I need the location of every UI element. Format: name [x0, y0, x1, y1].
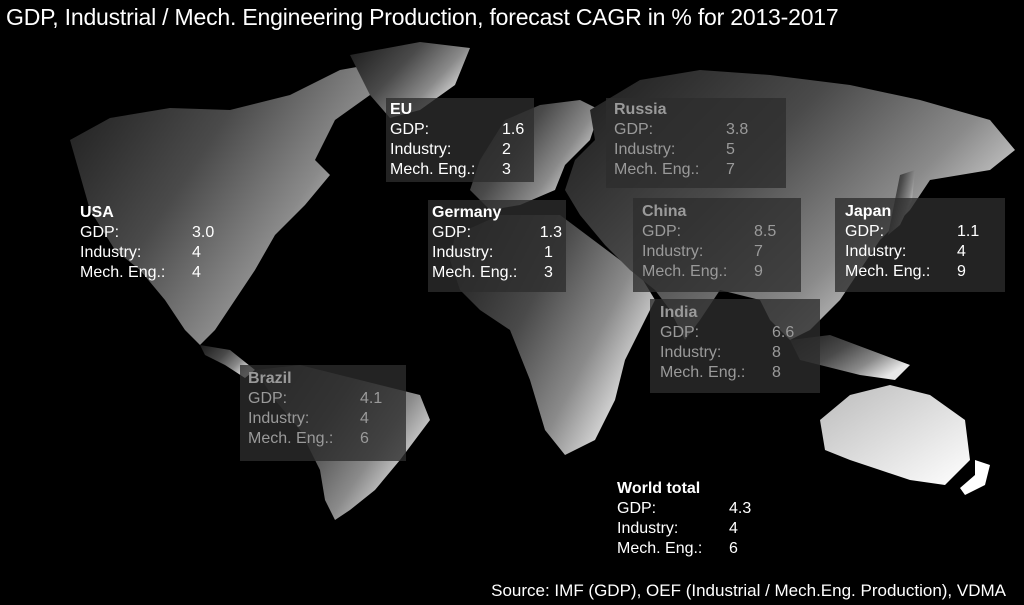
industry-value: 1	[544, 244, 553, 261]
mech-label: Mech. Eng.:	[432, 264, 518, 281]
gdp-label: GDP:	[614, 121, 654, 138]
mech-label: Mech. Eng.:	[660, 364, 746, 381]
mech-label: Mech. Eng.:	[617, 540, 703, 557]
gdp-value: 6.6	[772, 324, 795, 341]
mech-value: 3	[544, 264, 553, 281]
gdp-value: 3.8	[726, 121, 749, 138]
region-name: Japan	[845, 203, 892, 220]
gdp-label: GDP:	[80, 224, 120, 241]
region-brazil: Brazil GDP: 4.1 Industry: 4 Mech. Eng.: 6	[240, 365, 406, 461]
mech-label: Mech. Eng.:	[248, 430, 334, 447]
southeast-asia-shape	[790, 335, 910, 380]
region-china: China GDP: 8.5 Industry: 7 Mech. Eng.: 9	[633, 198, 801, 292]
mech-value: 3	[502, 161, 511, 178]
industry-label: Industry:	[80, 244, 142, 261]
mech-label: Mech. Eng.:	[642, 263, 728, 280]
australia-shape	[820, 385, 970, 485]
region-russia: Russia GDP: 3.8 Industry: 5 Mech. Eng.: 7	[606, 98, 786, 188]
mech-value: 7	[726, 161, 735, 178]
region-japan: Japan GDP: 1.1 Industry: 4 Mech. Eng.: 9	[835, 198, 1005, 292]
region-name: USA	[80, 204, 114, 221]
industry-label: Industry:	[845, 243, 907, 260]
region-usa: USA GDP: 3.0 Industry: 4 Mech. Eng.: 4	[80, 203, 240, 283]
region-name: EU	[390, 101, 413, 118]
mech-label: Mech. Eng.:	[614, 161, 700, 178]
industry-value: 2	[502, 141, 511, 158]
gdp-value: 4.1	[360, 390, 383, 407]
mech-label: Mech. Eng.:	[80, 264, 166, 281]
industry-value: 4	[360, 410, 369, 427]
region-name: World total	[617, 480, 701, 497]
gdp-value: 1.1	[957, 223, 980, 240]
industry-value: 4	[729, 520, 738, 537]
gdp-value: 4.3	[729, 500, 752, 517]
mech-label: Mech. Eng.:	[390, 161, 476, 178]
region-name: Russia	[614, 101, 667, 118]
new-zealand-shape	[960, 460, 990, 495]
gdp-label: GDP:	[617, 500, 657, 517]
region-name: Brazil	[248, 370, 292, 387]
industry-label: Industry:	[248, 410, 310, 427]
gdp-label: GDP:	[845, 223, 885, 240]
industry-label: Industry:	[642, 243, 704, 260]
greenland-shape	[350, 42, 470, 118]
source-note: Source: IMF (GDP), OEF (Industrial / Mec…	[491, 581, 1006, 600]
region-india: India GDP: 6.6 Industry: 8 Mech. Eng.: 8	[650, 299, 820, 393]
gdp-value: 1.3	[539, 224, 562, 241]
industry-value: 4	[957, 243, 966, 260]
region-name: China	[642, 203, 687, 220]
mech-value: 9	[957, 263, 966, 280]
mech-value: 6	[729, 540, 738, 557]
region-germany: Germany GDP: 1.3 Industry: 1 Mech. Eng.: 3	[428, 200, 566, 292]
industry-label: Industry:	[432, 244, 494, 261]
industry-label: Industry:	[390, 141, 452, 158]
gdp-value: 8.5	[754, 223, 777, 240]
industry-value: 5	[726, 141, 735, 158]
industry-label: Industry:	[617, 520, 679, 537]
gdp-label: GDP:	[390, 121, 430, 138]
north-america-shape	[70, 62, 385, 345]
gdp-value: 3.0	[192, 224, 215, 241]
gdp-label: GDP:	[642, 223, 682, 240]
mech-value: 4	[192, 264, 201, 281]
region-name: India	[660, 304, 698, 321]
gdp-value: 1.6	[502, 121, 525, 138]
mech-value: 8	[772, 364, 781, 381]
industry-value: 7	[754, 243, 763, 260]
gdp-label: GDP:	[660, 324, 700, 341]
gdp-label: GDP:	[248, 390, 288, 407]
mech-label: Mech. Eng.:	[845, 263, 931, 280]
industry-value: 8	[772, 344, 781, 361]
industry-label: Industry:	[614, 141, 676, 158]
region-name: Germany	[432, 204, 502, 221]
mech-value: 9	[754, 263, 763, 280]
industry-value: 4	[192, 244, 201, 261]
region-eu: EU GDP: 1.6 Industry: 2 Mech. Eng.: 3	[386, 98, 534, 182]
gdp-label: GDP:	[432, 224, 472, 241]
page-title: GDP, Industrial / Mech. Engineering Prod…	[6, 4, 839, 30]
mech-value: 6	[360, 430, 369, 447]
region-world-total: World total GDP: 4.3 Industry: 4 Mech. Eng…	[617, 479, 777, 559]
industry-label: Industry:	[660, 344, 722, 361]
